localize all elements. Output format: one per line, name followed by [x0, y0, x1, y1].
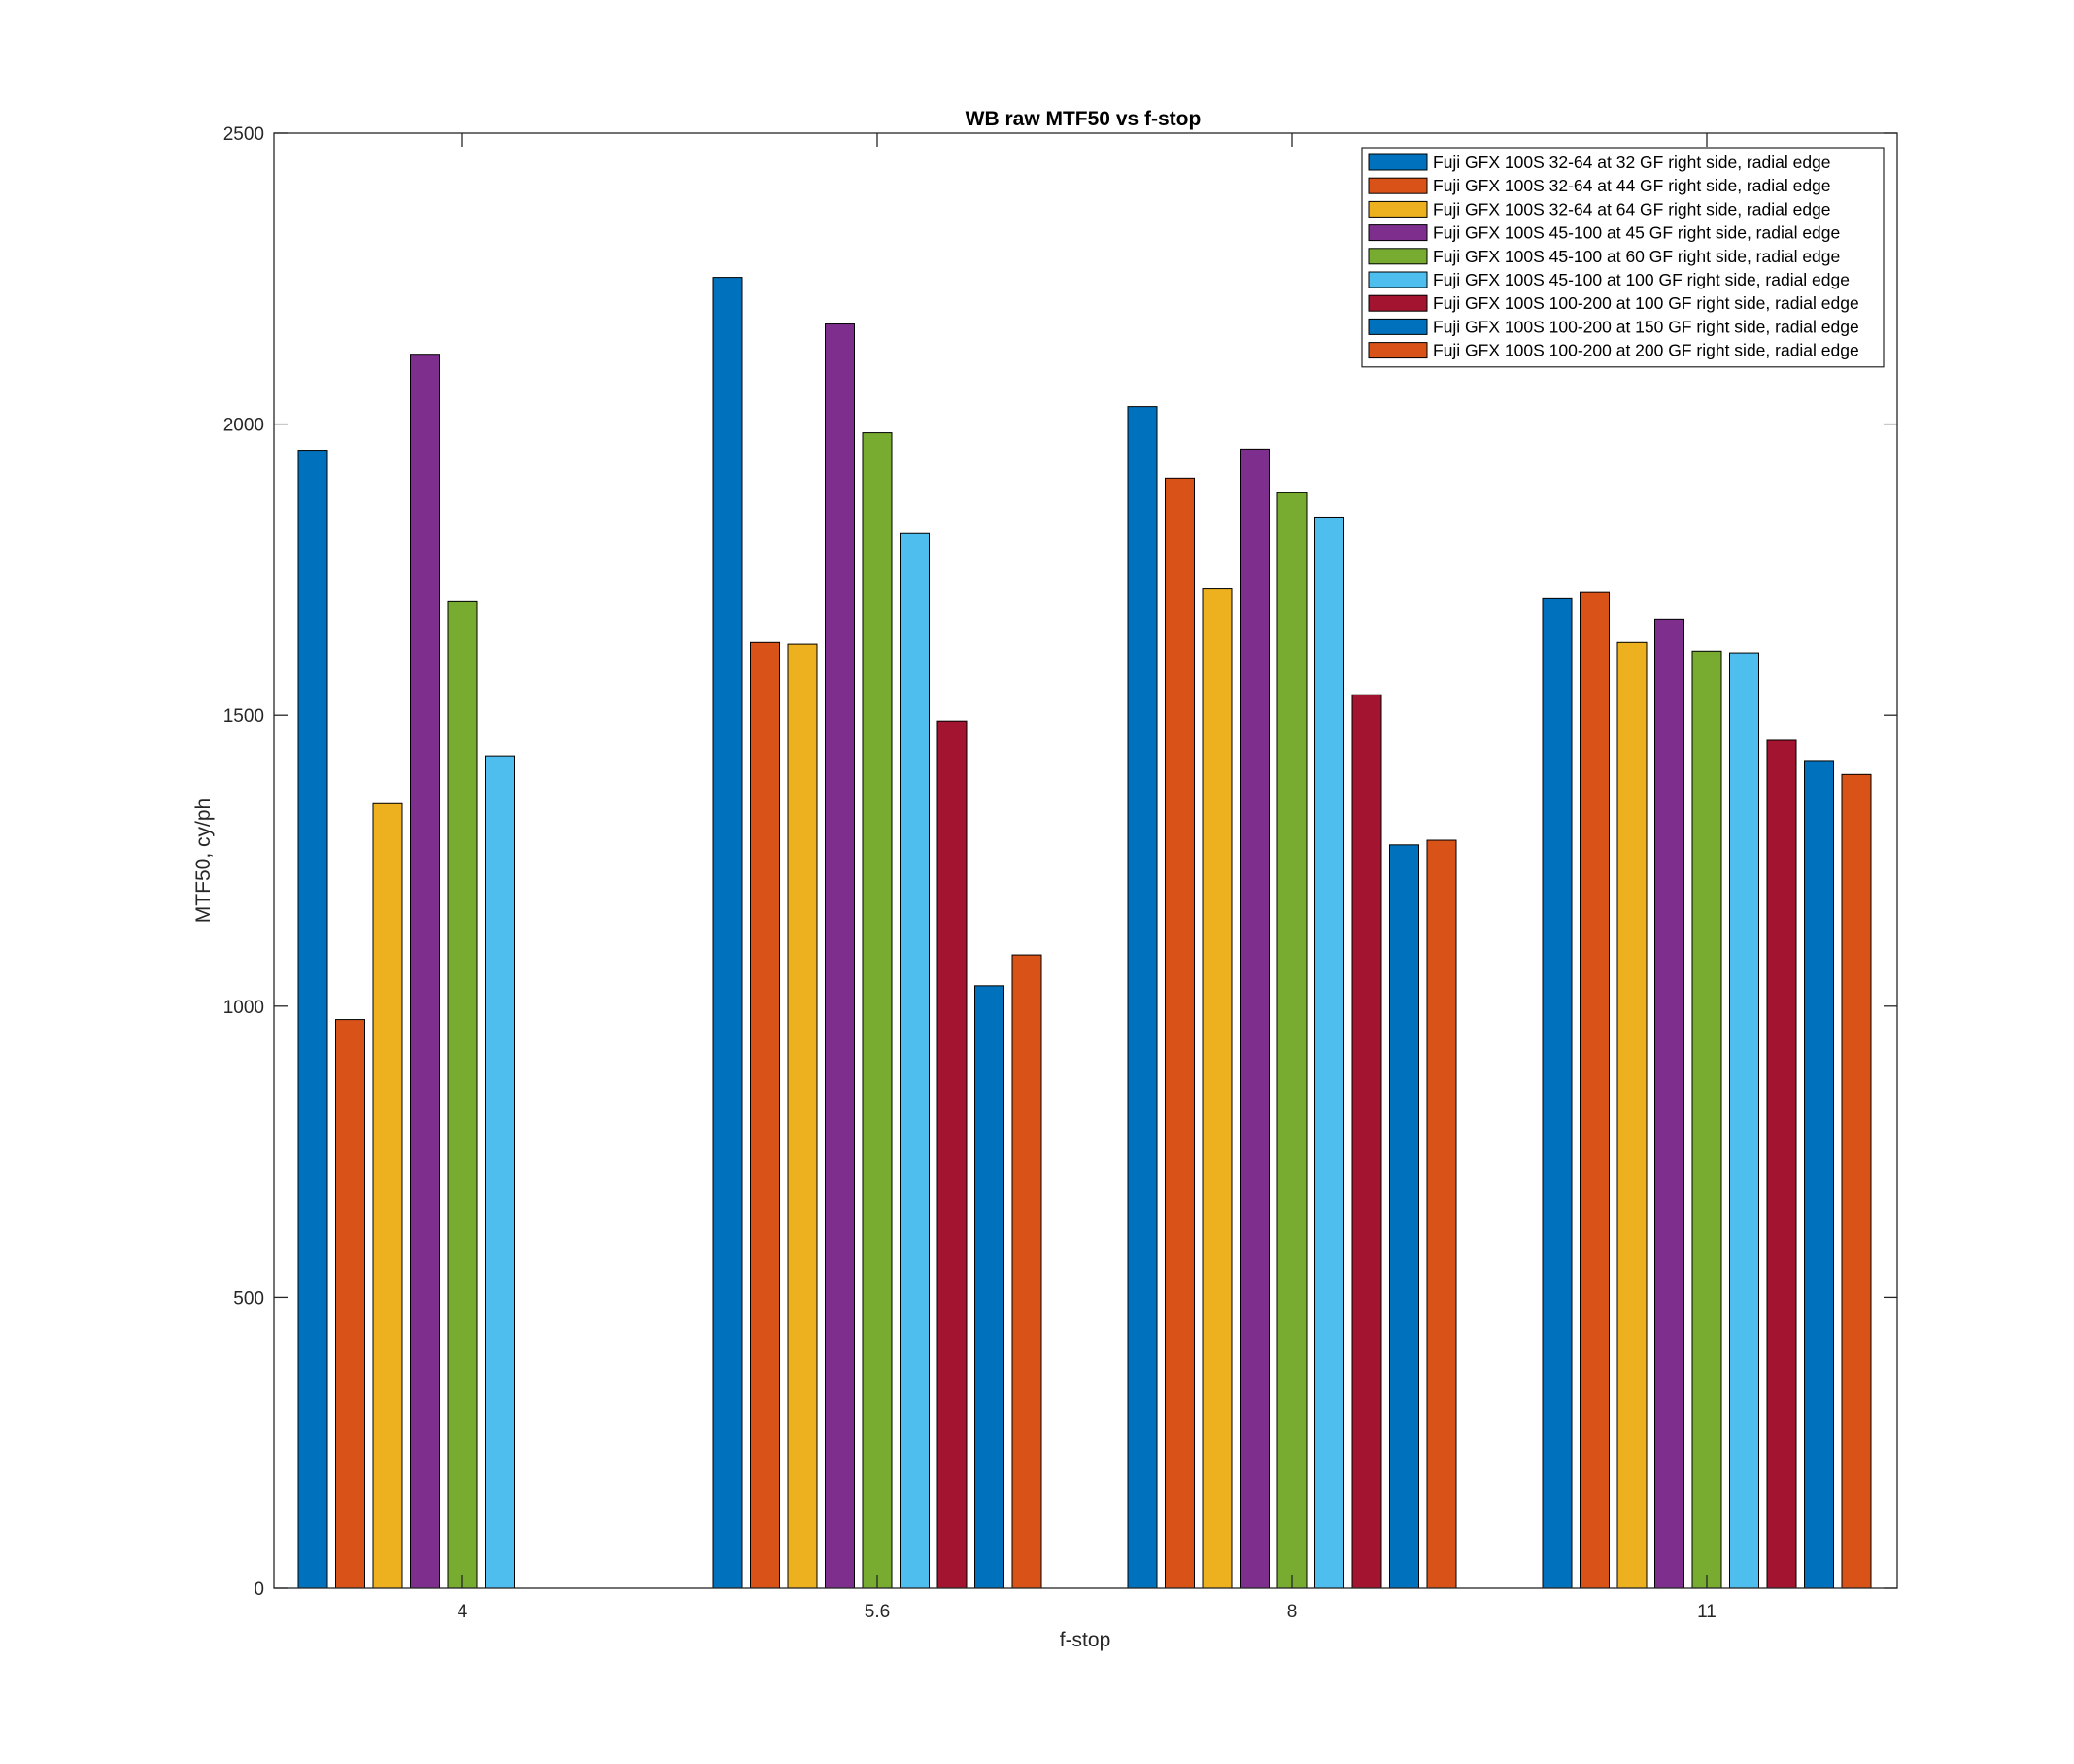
x-tick-label: 11	[1697, 1602, 1717, 1622]
bar-series-6-5.6	[900, 532, 930, 1589]
legend-swatch	[1368, 318, 1428, 335]
bar-series-1-4	[297, 450, 328, 1589]
ticks-layer: 0 500 1000 1500 2000 2500 4 5.6 8 11	[223, 124, 1897, 1622]
legend-box	[1361, 147, 1885, 368]
y-tick-label: 0	[254, 1579, 264, 1600]
bar-series-2-11	[1580, 591, 1610, 1589]
bar-series-1-8	[1127, 406, 1158, 1589]
legend-entry: Fuji GFX 100S 45-100 at 100 GF right sid…	[1433, 270, 1850, 289]
bar-series-2-4	[335, 1019, 365, 1589]
x-tick-label: 5.6	[865, 1602, 890, 1622]
bar-series-4-11	[1654, 618, 1684, 1589]
bar-series-7-11	[1766, 739, 1797, 1589]
legend-entry: Fuji GFX 100S 45-100 at 45 GF right side…	[1433, 223, 1840, 243]
x-tick-label: 8	[1287, 1602, 1298, 1622]
bar-series-5-8	[1276, 492, 1308, 1589]
bar-series-4-4	[410, 354, 440, 1589]
legend-swatch	[1368, 342, 1428, 359]
bar-series-6-8	[1314, 516, 1344, 1589]
bar-series-4-8	[1240, 448, 1270, 1589]
legend-swatch	[1368, 271, 1428, 288]
legend-swatch	[1368, 200, 1428, 218]
bar-series-5-5.6	[862, 432, 893, 1589]
legend-swatch	[1368, 248, 1428, 265]
bar-series-6-11	[1729, 652, 1759, 1589]
bar-series-5-11	[1691, 650, 1722, 1589]
bar-series-3-8	[1202, 588, 1233, 1589]
legend-entry: Fuji GFX 100S 32-64 at 44 GF right side,…	[1433, 176, 1831, 195]
bar-series-3-5.6	[787, 643, 818, 1589]
bar-series-9-8	[1426, 839, 1457, 1589]
bar-series-9-5.6	[1011, 954, 1042, 1589]
x-axis-title: f-stop	[1060, 1629, 1111, 1651]
legend-entry: Fuji GFX 100S 100-200 at 200 GF right si…	[1433, 341, 1859, 360]
legend-entry: Fuji GFX 100S 45-100 at 60 GF right side…	[1433, 247, 1840, 266]
bar-series-4-5.6	[825, 323, 855, 1589]
legend-entry: Fuji GFX 100S 100-200 at 150 GF right si…	[1433, 317, 1859, 336]
legend-swatch	[1368, 224, 1428, 242]
y-tick-label: 1000	[223, 998, 264, 1018]
bar-series-5-4	[447, 600, 478, 1589]
bar-series-6-4	[485, 755, 515, 1589]
y-tick-label: 500	[233, 1288, 264, 1308]
legend-entry: Fuji GFX 100S 32-64 at 64 GF right side,…	[1433, 199, 1831, 219]
legend-swatch	[1368, 294, 1428, 312]
bar-series-7-5.6	[936, 720, 968, 1589]
y-tick-label: 2000	[223, 416, 264, 436]
bars-layer	[297, 277, 1872, 1589]
bar-series-3-4	[372, 802, 403, 1589]
y-tick-label: 1500	[223, 706, 264, 727]
bar-series-1-11	[1542, 597, 1573, 1589]
plot-area	[273, 132, 1898, 1589]
bar-series-1-5.6	[712, 277, 743, 1589]
bar-series-2-5.6	[750, 641, 780, 1589]
y-tick-label: 2500	[223, 124, 264, 145]
legend: Fuji GFX 100S 32-64 at 32 GF right side,…	[1361, 147, 1885, 368]
legend-entry: Fuji GFX 100S 32-64 at 32 GF right side,…	[1433, 153, 1831, 172]
bar-series-3-11	[1616, 641, 1648, 1589]
legend-swatch	[1368, 177, 1428, 194]
bar-series-9-11	[1841, 773, 1872, 1589]
chart-title: WB raw MTF50 vs f-stop	[966, 108, 1202, 130]
bar-series-2-8	[1165, 477, 1195, 1589]
legend-entry: Fuji GFX 100S 100-200 at 100 GF right si…	[1433, 293, 1859, 313]
legend-swatch	[1368, 153, 1428, 171]
y-axis-title: MTF50, cy/ph	[192, 798, 215, 923]
bar-series-8-5.6	[974, 985, 1004, 1589]
bar-series-7-8	[1351, 694, 1382, 1589]
bar-series-8-8	[1389, 844, 1419, 1589]
x-tick-label: 4	[458, 1602, 468, 1622]
bar-series-8-11	[1804, 760, 1834, 1589]
